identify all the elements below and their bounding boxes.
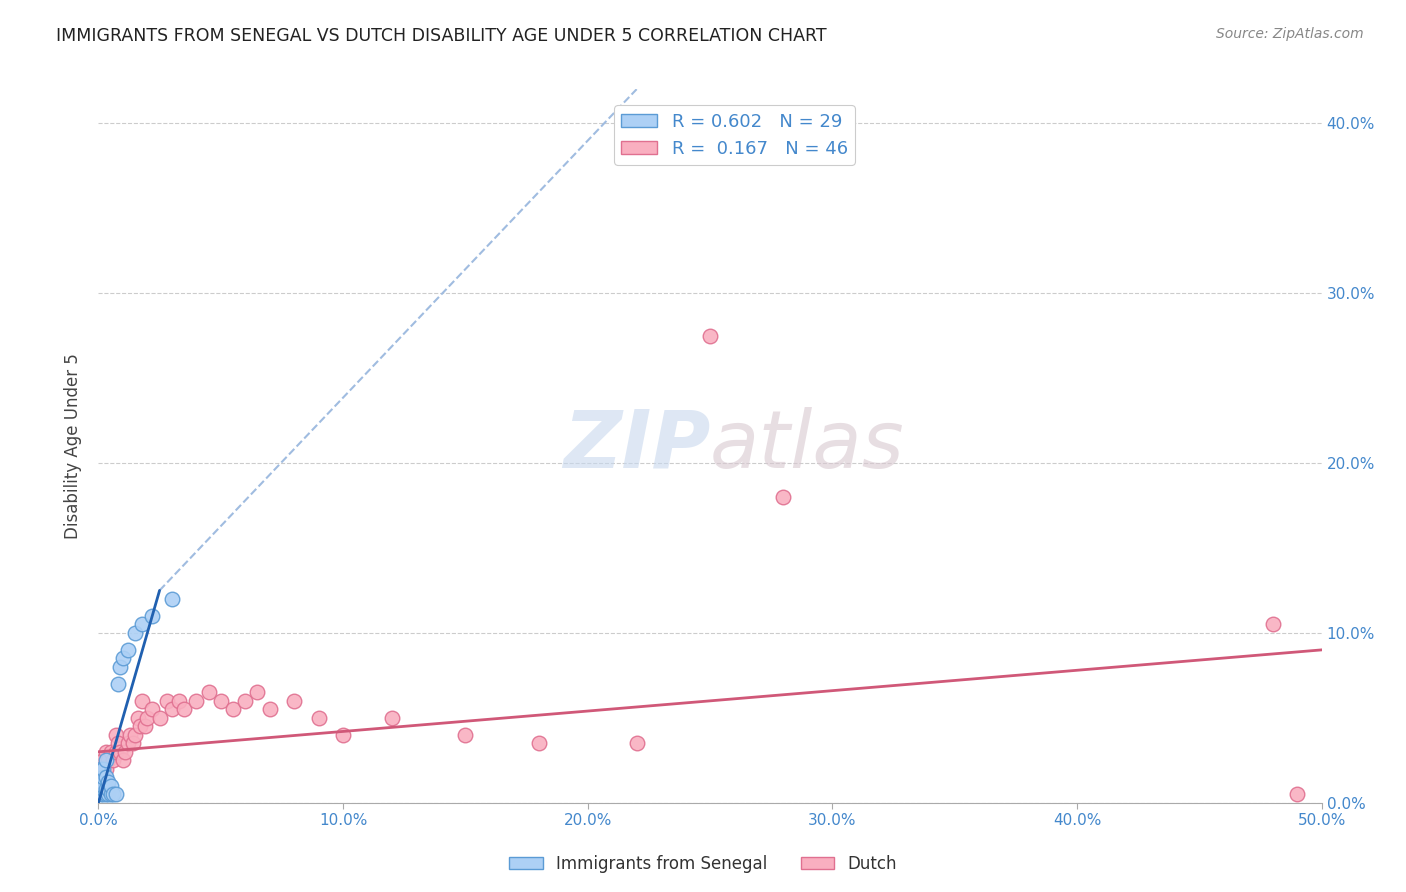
Point (90, 762, 112, 776)
Point (90, 779, 112, 793)
Y-axis label: Disability Age Under 5: Disability Age Under 5 (65, 353, 83, 539)
Point (131, 617, 153, 632)
Point (246, 685, 269, 699)
Point (134, 719, 156, 733)
Point (699, 328, 721, 343)
Point (141, 702, 163, 716)
Point (97, 787, 120, 801)
Point (91, 787, 114, 801)
Point (94, 787, 117, 801)
Point (136, 711, 159, 725)
Point (160, 591, 183, 606)
Text: atlas: atlas (710, 407, 905, 485)
Point (104, 728, 127, 742)
Point (107, 677, 129, 691)
Point (127, 711, 149, 725)
Point (100, 745, 122, 759)
Point (101, 753, 124, 767)
Point (100, 787, 122, 801)
Point (283, 694, 305, 708)
Legend: Immigrants from Senegal, Dutch: Immigrants from Senegal, Dutch (502, 848, 904, 880)
Text: ZIP: ZIP (562, 407, 710, 485)
Point (173, 702, 195, 716)
Point (101, 787, 124, 801)
Point (124, 728, 146, 742)
Point (186, 694, 208, 708)
Point (91, 762, 114, 776)
Point (1286, 787, 1309, 801)
Point (97, 753, 120, 767)
Point (110, 745, 132, 759)
Point (167, 694, 190, 708)
Point (117, 643, 139, 657)
Point (527, 736, 550, 750)
Point (121, 736, 143, 750)
Point (97, 775, 120, 789)
Point (332, 728, 354, 742)
Point (381, 711, 404, 725)
Point (149, 711, 172, 725)
Point (104, 745, 127, 759)
Point (454, 728, 477, 742)
Point (94, 782, 117, 797)
Point (111, 753, 134, 767)
Point (209, 694, 232, 708)
Point (259, 702, 281, 716)
Point (90, 782, 112, 797)
Text: Source: ZipAtlas.com: Source: ZipAtlas.com (1216, 27, 1364, 41)
Point (222, 702, 245, 716)
Point (1261, 617, 1284, 632)
Point (104, 787, 127, 801)
Text: IMMIGRANTS FROM SENEGAL VS DUTCH DISABILITY AGE UNDER 5 CORRELATION CHART: IMMIGRANTS FROM SENEGAL VS DUTCH DISABIL… (56, 27, 827, 45)
Point (90, 775, 112, 789)
Point (90, 762, 112, 776)
Point (156, 694, 179, 708)
Point (114, 745, 136, 759)
Point (94, 770, 117, 784)
Point (91, 779, 114, 793)
Point (131, 694, 153, 708)
Point (117, 736, 139, 750)
Legend: R = 0.602   N = 29, R =  0.167   N = 46: R = 0.602 N = 29, R = 0.167 N = 46 (614, 105, 855, 165)
Point (94, 753, 117, 767)
Point (91, 782, 114, 797)
Point (97, 782, 120, 797)
Point (626, 736, 648, 750)
Point (91, 753, 114, 767)
Point (91, 770, 114, 784)
Point (120, 728, 142, 742)
Point (100, 779, 122, 793)
Point (129, 719, 152, 733)
Point (90, 787, 112, 801)
Point (772, 490, 794, 504)
Point (107, 736, 129, 750)
Point (233, 694, 256, 708)
Point (94, 745, 117, 759)
Point (160, 702, 183, 716)
Point (111, 651, 134, 665)
Point (141, 608, 163, 623)
Point (124, 626, 146, 640)
Point (110, 660, 132, 674)
Point (94, 762, 117, 776)
Point (197, 685, 219, 699)
Point (308, 711, 330, 725)
